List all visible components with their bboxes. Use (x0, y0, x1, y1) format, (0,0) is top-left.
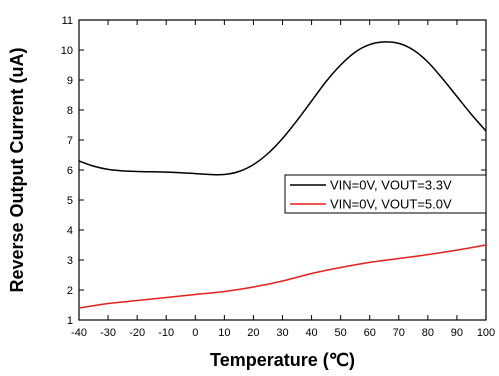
x-tick-label: -40 (71, 327, 87, 339)
x-tick-label: 40 (305, 327, 317, 339)
x-tick-label: 50 (335, 327, 347, 339)
y-tick-label: 6 (67, 165, 73, 177)
axis-ticks: -40 -30 -20 -10 0 10 20 30 40 50 60 70 80 90 100 1 2 3 4 5 6… (61, 15, 495, 339)
legend: VIN=0V, VOUT=3.3V VIN=0V, VOUT=5.0V (284, 174, 487, 214)
x-tick-label: -30 (100, 327, 116, 339)
legend-box (284, 174, 487, 214)
y-tick-label: 1 (67, 315, 73, 327)
legend-label-vout-3v3: VIN=0V, VOUT=3.3V (330, 178, 452, 193)
x-tick-label: 0 (192, 327, 198, 339)
x-tick-label: 60 (364, 327, 376, 339)
y-tick-label: 9 (67, 75, 73, 87)
series-lines (78, 41, 487, 309)
y-tick-label: 8 (67, 105, 73, 117)
x-tick-label: 20 (247, 327, 259, 339)
y-tick-label: 11 (62, 15, 73, 27)
x-tick-label: 10 (218, 327, 230, 339)
y-tick-label: 3 (67, 255, 73, 267)
y-tick-label: 10 (61, 45, 73, 57)
x-axis-title: Temperature (℃) (210, 350, 355, 370)
x-tick-label: 80 (422, 327, 434, 339)
x-tick-label: -10 (158, 327, 174, 339)
plot-area: -40 -30 -20 -10 0 10 20 30 40 50 60 70 80 90 100 1 2 3 4 5 6… (61, 15, 495, 339)
series-line-0 (78, 41, 487, 176)
y-tick-label: 4 (67, 225, 73, 237)
x-tick-label: -20 (129, 327, 145, 339)
legend-label-vout-5v0: VIN=0V, VOUT=5.0V (330, 197, 452, 212)
y-tick-label: 5 (67, 195, 73, 207)
x-tick-label: 70 (393, 327, 405, 339)
x-tick-label: 90 (451, 327, 463, 339)
x-tick-label: 30 (276, 327, 288, 339)
x-tick-label: 100 (477, 327, 495, 339)
plot-frame (78, 19, 487, 321)
y-tick-label: 2 (67, 285, 73, 297)
y-axis-title: Reverse Output Current (uA) (7, 47, 27, 292)
series-line-1 (78, 244, 487, 309)
y-tick-label: 7 (67, 135, 73, 147)
